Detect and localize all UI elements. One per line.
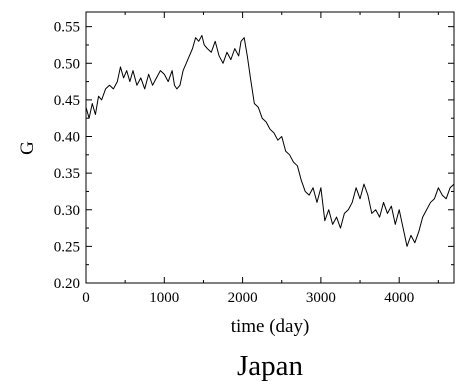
y-tick-label: 0.50 (54, 56, 80, 72)
y-tick-label: 0.40 (54, 130, 80, 146)
y-tick-label: 0.55 (54, 20, 80, 36)
y-tick-label: 0.30 (54, 203, 80, 219)
y-tick-label: 0.20 (54, 276, 80, 292)
series-line-g (85, 34, 455, 247)
y-axis-ticks: 0.20 0.25 0.30 0.35 0.40 0.45 0.50 0.55 (54, 20, 454, 292)
x-tick-label: 2000 (228, 290, 258, 306)
x-axis-ticks: 0 1000 2000 3000 4000 (82, 12, 439, 306)
x-tick-label: 1000 (149, 290, 179, 306)
x-tick-label: 0 (82, 290, 90, 306)
x-tick-label: 3000 (306, 290, 336, 306)
y-axis-label: G (17, 141, 38, 155)
x-tick-label: 4000 (384, 290, 414, 306)
y-tick-label: 0.45 (54, 93, 80, 109)
x-axis-label: time (day) (231, 316, 310, 337)
plot-frame (85, 11, 455, 284)
y-tick-label: 0.25 (54, 239, 80, 255)
chart-caption: Japan (237, 350, 304, 382)
y-tick-label: 0.35 (54, 166, 80, 182)
